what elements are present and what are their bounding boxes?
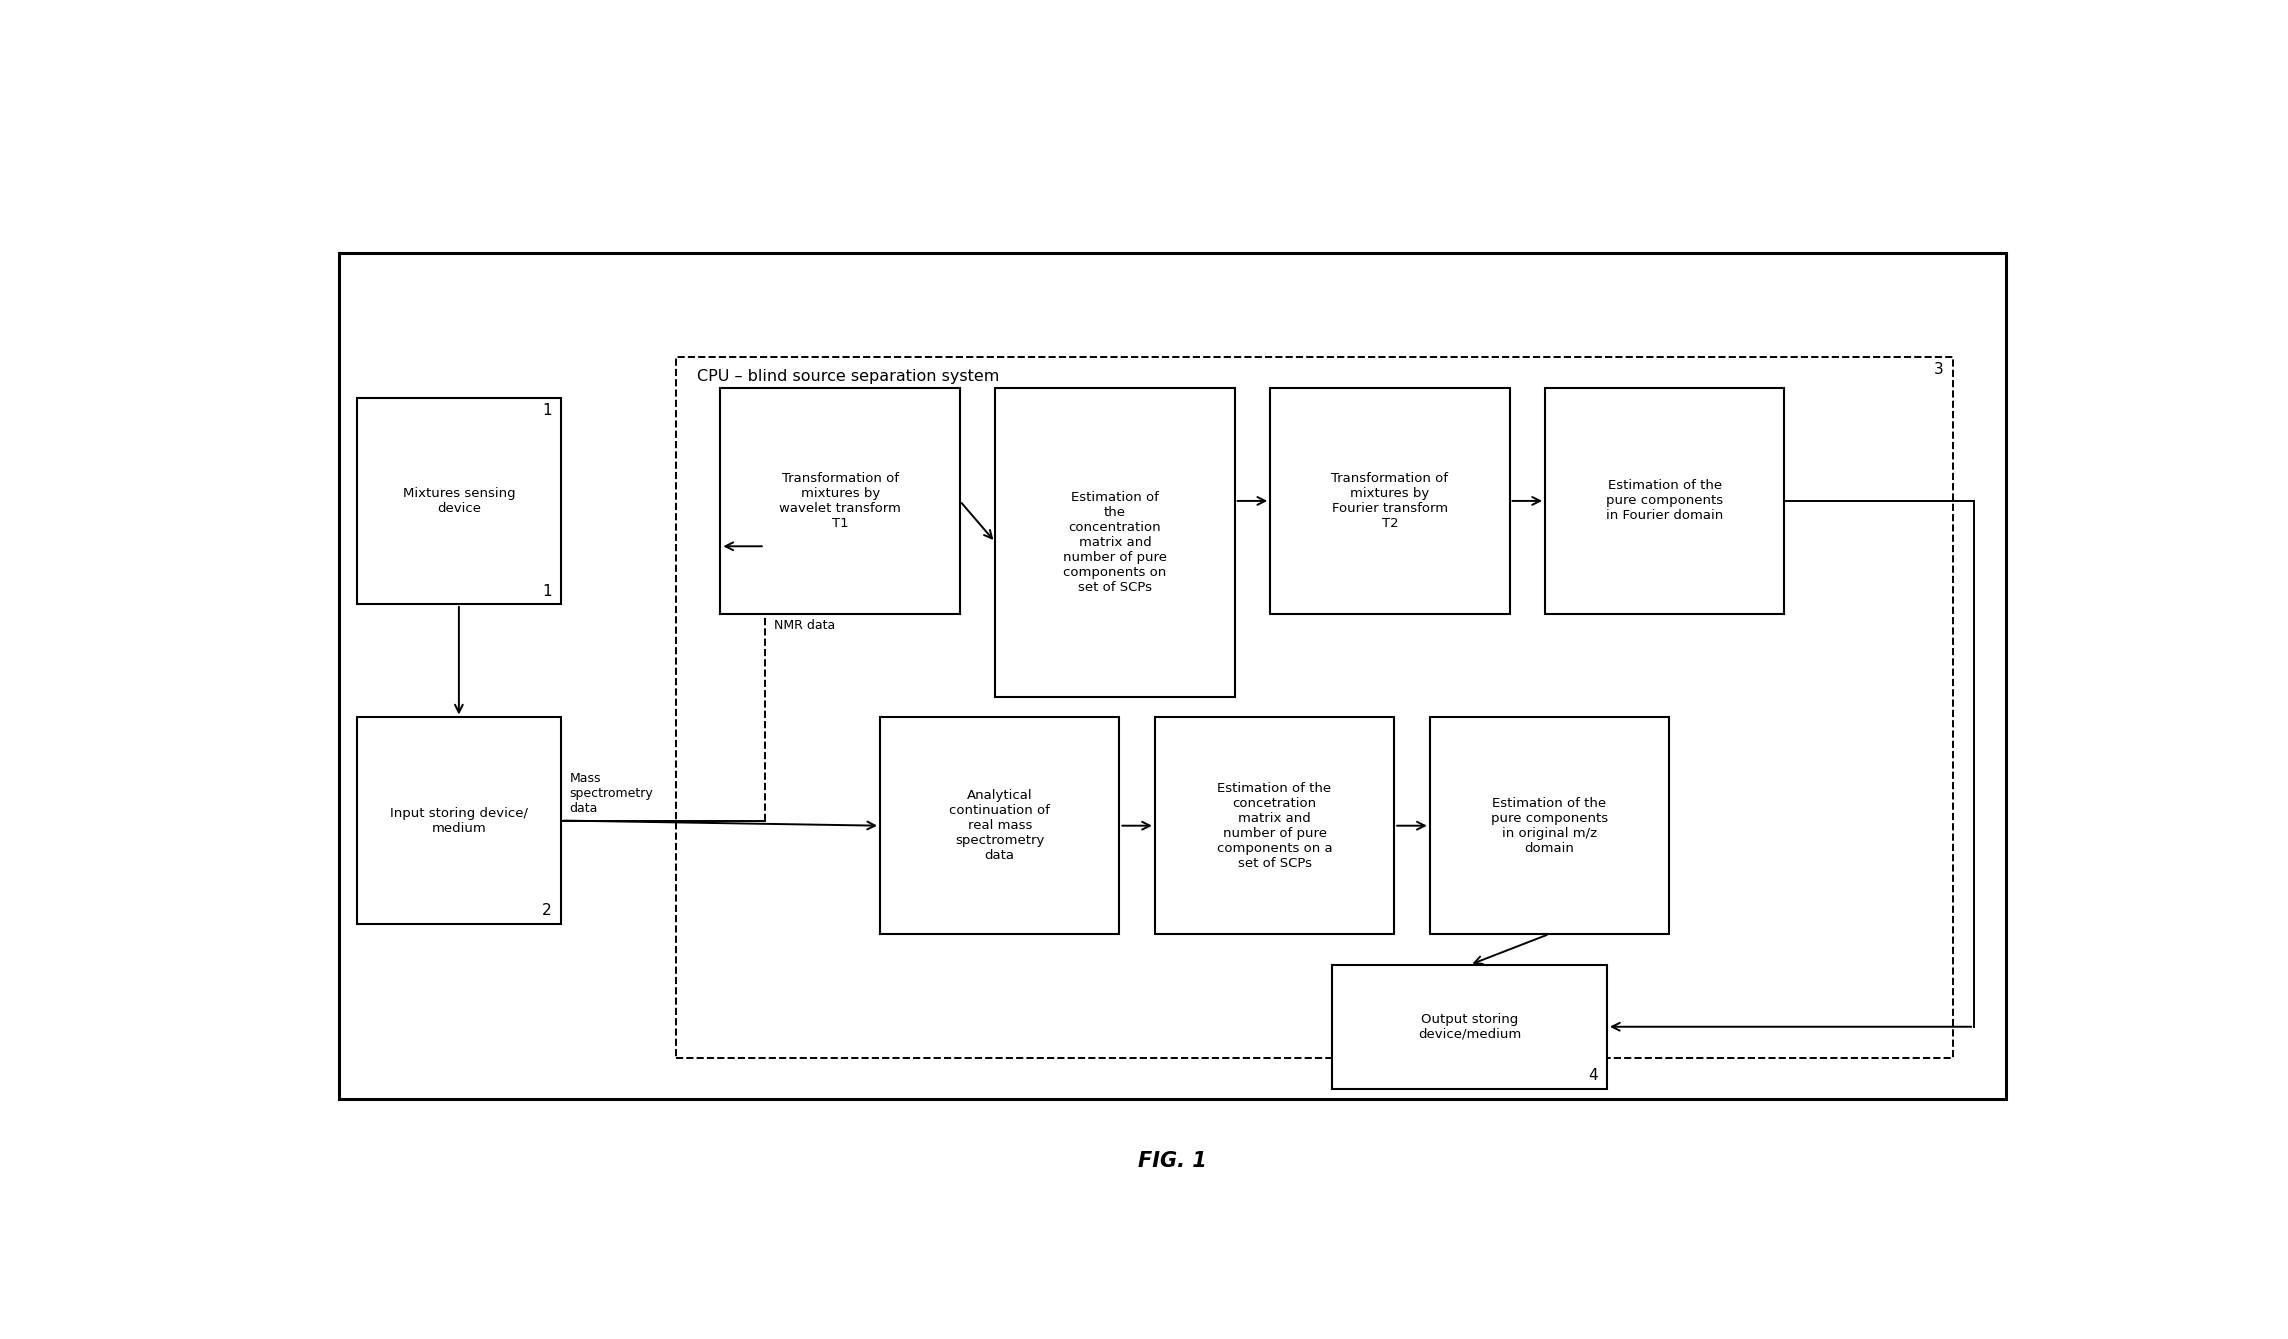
Text: Mass
spectrometry
data: Mass spectrometry data [570,773,654,815]
Text: 1: 1 [542,584,551,599]
Text: 3: 3 [1933,362,1945,376]
Bar [357,718,561,924]
Bar [1270,387,1510,615]
Text: Output storing
device/medium: Output storing device/medium [1419,1012,1522,1040]
Text: Estimation of
the
concentration
matrix and
number of pure
components on
set of S: Estimation of the concentration matrix a… [1064,490,1167,593]
Text: Estimation of the
pure components
in original m/z
domain: Estimation of the pure components in ori… [1492,797,1608,854]
Text: Input storing device/
medium: Input storing device/ medium [389,806,529,834]
Bar [881,718,1119,935]
Bar [339,253,2007,1099]
Text: Transformation of
mixtures by
wavelet transform
T1: Transformation of mixtures by wavelet tr… [780,471,901,530]
Bar [357,398,561,604]
Text: 2: 2 [542,904,551,919]
Text: NMR data: NMR data [773,620,835,632]
Text: 1: 1 [542,403,551,418]
Text: Estimation of the
concetration
matrix and
number of pure
components on a
set of : Estimation of the concetration matrix an… [1217,782,1332,870]
Text: 4: 4 [1588,1069,1597,1083]
Bar [995,387,1236,696]
Bar [721,387,961,615]
Text: Analytical
continuation of
real mass
spectrometry
data: Analytical continuation of real mass spe… [950,789,1050,862]
Text: Transformation of
mixtures by
Fourier transform
T2: Transformation of mixtures by Fourier tr… [1332,471,1448,530]
Bar [1430,718,1670,935]
Text: Estimation of the
pure components
in Fourier domain: Estimation of the pure components in Fou… [1606,479,1723,522]
Bar [1155,718,1393,935]
Bar [1544,387,1785,615]
Bar [677,356,1954,1058]
Bar [1332,965,1606,1089]
Text: FIG. 1: FIG. 1 [1137,1150,1208,1170]
Text: Mixtures sensing
device: Mixtures sensing device [403,487,515,516]
Text: CPU – blind source separation system: CPU – blind source separation system [698,370,1000,384]
